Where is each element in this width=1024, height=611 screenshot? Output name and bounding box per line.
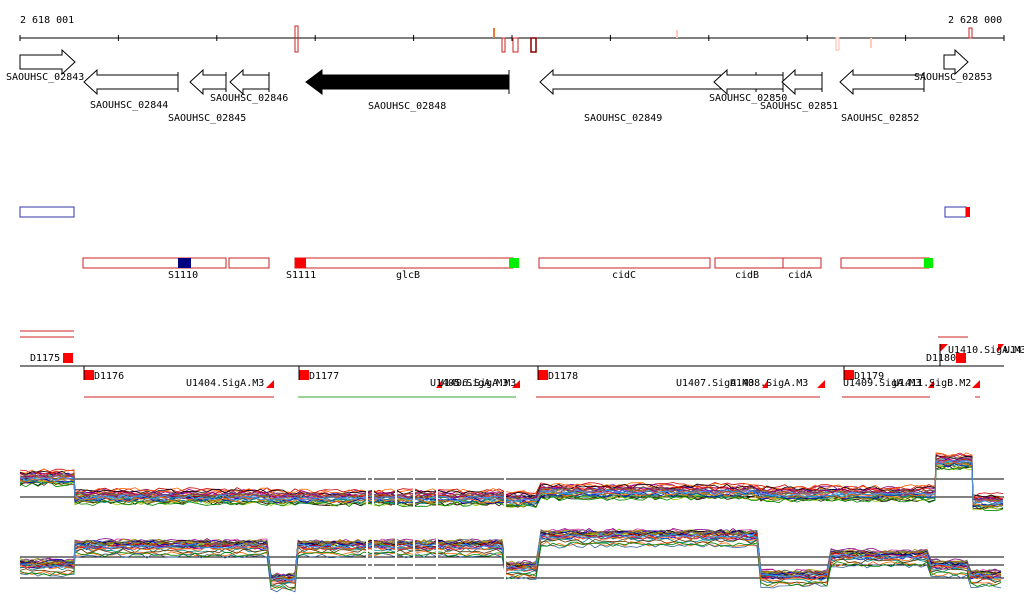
feature-box[interactable] (840, 257, 930, 269)
segment-track: D1175 D1176 U1404.SigA.M3 D1177 U1405.Si… (20, 330, 1024, 398)
feature-label: S1111 (286, 270, 316, 281)
segment-label-u1411: U1411.SigB.M2 (893, 378, 971, 389)
axis-probe-markers (294, 25, 973, 53)
segment-label-d1175: D1175 (30, 353, 60, 364)
profile-line (19, 452, 1004, 499)
segment-label-u1406: U1406.SigA.M3 (438, 378, 516, 389)
profile-line (19, 530, 1002, 580)
segment-label-d1177: D1177 (309, 371, 339, 382)
segment-label-d1180: D1180 (926, 353, 956, 364)
gene-label: SAOUHSC_02852 (841, 113, 919, 124)
segment-label-u1407: U1407.SigA.M3 (676, 378, 754, 389)
segment-label-u1408: U1408.SigA.M3 (730, 378, 808, 389)
profile-line (19, 530, 1002, 580)
marker-green (924, 258, 933, 268)
profile-line (19, 455, 1004, 498)
profile-line (19, 466, 1004, 512)
segment-label-u14: U14 (1004, 345, 1022, 356)
gene-label: SAOUHSC_02843 (6, 72, 84, 83)
gene-label: SAOUHSC_02848 (368, 101, 446, 112)
segment-label-u1404: U1404.SigA.M3 (186, 378, 264, 389)
gene-label: SAOUHSC_02850 (709, 93, 787, 104)
gene-saouhsc-02852[interactable]: SAOUHSC_02852 (839, 68, 925, 124)
marker-green (509, 258, 519, 268)
gene-saouhsc-02843[interactable]: SAOUHSC_02843 (6, 48, 84, 83)
profile-line (19, 529, 1002, 577)
segment-label-u1410: U1410.SigA.M3 (948, 345, 1024, 356)
gene-track: SAOUHSC_02843 SAOUHSC_02844 SAOUHSC_0284… (6, 48, 992, 124)
gene-label: SAOUHSC_02844 (90, 100, 168, 111)
profile-line (19, 534, 1002, 584)
gene-saouhsc-02846[interactable]: SAOUHSC_02846 (210, 68, 288, 104)
feature-label: cidB (735, 270, 759, 281)
feature-box-glcb[interactable] (294, 257, 514, 269)
gene-saouhsc-02850[interactable]: SAOUHSC_02850 (709, 68, 787, 104)
segment-label-d1176: D1176 (94, 371, 124, 382)
gene-label: SAOUHSC_02846 (210, 93, 288, 104)
gene-label: SAOUHSC_02849 (584, 113, 662, 124)
feature-track: S1110 S1111 glcB cidC cidB cidA (82, 257, 933, 281)
segment-label-d1178: D1178 (548, 371, 578, 382)
profile-line (19, 452, 1004, 498)
segment-label-u1405: U1405.SigA.M3 (430, 378, 508, 389)
coordinate-axis: 2 618 001 2 628 000 (19, 15, 1005, 53)
profile-gaps (366, 450, 506, 610)
gene-saouhsc-02845[interactable]: SAOUHSC_02845 (168, 68, 246, 124)
expression-profile-bottom (19, 527, 1004, 593)
segment-label-d1179: D1179 (854, 371, 884, 382)
feature-box[interactable] (228, 257, 270, 269)
blue-region-track (19, 206, 970, 218)
gene-label: SAOUHSC_02853 (914, 72, 992, 83)
profile-line (19, 529, 1002, 577)
marker-red (295, 258, 306, 268)
gene-label: SAOUHSC_02845 (168, 113, 246, 124)
expression-profile-top (19, 452, 1004, 512)
gene-saouhsc-02844[interactable]: SAOUHSC_02844 (83, 68, 179, 111)
profile-line (19, 462, 1004, 508)
profile-line (19, 530, 1002, 581)
axis-ticks (19, 35, 1005, 41)
profile-line (19, 541, 1002, 591)
profile-line (19, 460, 1004, 505)
axis-end-label: 2 628 000 (948, 15, 1002, 26)
profile-line (19, 456, 1004, 502)
feature-label: cidA (788, 270, 812, 281)
feature-box-cidc[interactable] (538, 257, 711, 269)
axis-start-label: 2 618 001 (20, 15, 74, 26)
gene-saouhsc-02848[interactable]: SAOUHSC_02848 (305, 69, 510, 112)
gene-saouhsc-02853[interactable]: SAOUHSC_02853 (914, 48, 992, 83)
profile-line (19, 535, 1002, 585)
feature-box-cida[interactable] (782, 257, 822, 269)
profile-line (19, 533, 1002, 581)
gene-label: SAOUHSC_02851 (760, 101, 838, 112)
segment-label-u1409: U1409.SigA.M3 (843, 378, 921, 389)
profile-line (19, 457, 1004, 501)
marker-navy (178, 258, 191, 268)
feature-box[interactable] (82, 257, 227, 269)
profile-line (19, 464, 1004, 510)
feature-box-cidb[interactable] (714, 257, 784, 269)
gene-saouhsc-02851[interactable]: SAOUHSC_02851 (760, 68, 838, 112)
feature-label: glcB (396, 270, 420, 281)
feature-label: cidC (612, 270, 636, 281)
feature-label: S1110 (168, 270, 198, 281)
